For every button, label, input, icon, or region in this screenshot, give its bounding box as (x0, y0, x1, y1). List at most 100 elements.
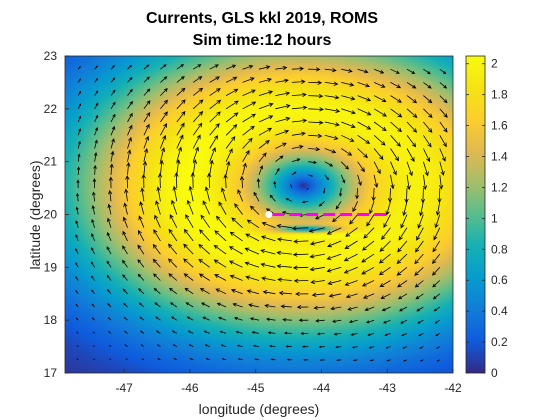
quiver-arrow (275, 155, 284, 163)
quiver-arrow (261, 276, 276, 281)
quiver-arrow (160, 123, 168, 136)
quiver-arrow (262, 290, 276, 295)
quiver-arrow (107, 303, 112, 308)
quiver-arrow (91, 232, 95, 242)
quiver-arrow (108, 330, 112, 334)
quiver-arrow (167, 258, 178, 268)
quiver-arrow (138, 215, 145, 228)
quiver-arrow (300, 331, 309, 335)
quiver-arrow (406, 68, 416, 75)
quiver-arrow (235, 330, 243, 334)
quiver-arrow (239, 175, 245, 189)
quiver-arrow (301, 345, 309, 348)
quiver-arrow (173, 358, 177, 361)
quiver-arrow (244, 261, 260, 268)
colorbar-tick-label: 0.6 (491, 273, 508, 287)
quiver-arrow (127, 136, 132, 149)
quiver-arrow (397, 280, 408, 288)
quiver-arrow (343, 253, 358, 262)
quiver-arrow (242, 101, 257, 110)
quiver-arrow (169, 214, 178, 228)
quiver-arrow (219, 330, 227, 334)
quiver-arrow (406, 135, 417, 148)
quiver-arrow (340, 148, 353, 156)
quiver-arrow (291, 92, 307, 97)
quiver-arrow (309, 253, 325, 259)
quiver-arrow (185, 214, 194, 228)
quiver-arrow (432, 267, 441, 276)
quiver-arrow (335, 201, 342, 210)
quiver-arrow (75, 234, 79, 242)
quiver-arrow (373, 148, 384, 160)
quiver-arrow (76, 358, 79, 361)
quiver-arrow (91, 303, 95, 308)
quiver-arrow (324, 68, 337, 73)
quiver-arrow (75, 276, 79, 281)
quiver-arrow (106, 260, 112, 268)
quiver-arrow (209, 159, 214, 175)
quiver-arrow (275, 142, 287, 149)
quiver-arrow (203, 330, 210, 334)
quiver-arrow (94, 65, 98, 70)
quiver-arrow (225, 64, 237, 70)
quiver-arrow (326, 227, 342, 235)
colorbar-frame (465, 55, 486, 374)
quiver-arrow (155, 316, 161, 321)
quiver-arrow (340, 174, 346, 184)
quiver-arrow (232, 302, 243, 308)
quiver-arrow (123, 302, 128, 308)
quiver-arrow (439, 82, 448, 89)
quiver-arrow (402, 201, 408, 217)
quiver-arrow (398, 227, 408, 241)
quiver-arrow (126, 162, 131, 175)
quiver-arrow (124, 188, 129, 202)
quiver-arrow (379, 240, 391, 252)
quiver-arrow (137, 244, 145, 255)
quiver-arrow (368, 346, 375, 349)
quiver-arrow (390, 174, 395, 190)
quiver-arrow (397, 240, 408, 253)
quiver-arrow (382, 319, 391, 324)
quiver-arrow (157, 358, 161, 361)
quiver-arrow (225, 148, 233, 162)
quiver-arrow (198, 258, 210, 268)
quiver-arrow (437, 188, 442, 203)
quiver-arrow (160, 87, 168, 96)
quiver-arrow (390, 82, 402, 89)
quiver-arrow (324, 161, 334, 167)
quiver-arrow (401, 333, 408, 336)
colorbar-tick-label: 0.4 (491, 304, 508, 318)
quiver-arrow (140, 344, 145, 347)
quiver-arrow (183, 273, 194, 281)
quiver-arrow (357, 174, 362, 187)
quiver-arrow (225, 100, 239, 110)
quiver-arrow (204, 186, 211, 202)
quiver-arrow (122, 259, 128, 268)
quiver-arrow (248, 303, 260, 308)
quiver-arrow (91, 317, 95, 321)
quiver-arrow (406, 121, 418, 133)
quiver-arrow (199, 229, 210, 242)
quiver-arrow (327, 280, 342, 286)
quiver-arrow (156, 186, 161, 202)
quiver-arrow (94, 102, 99, 109)
quiver-arrow (291, 79, 306, 84)
quiver-arrow (122, 216, 128, 228)
quiver-arrow (229, 231, 243, 242)
quiver-arrow (260, 262, 276, 268)
quiver-arrow (330, 306, 342, 311)
quiver-arrow (109, 358, 112, 361)
quiver-arrow (328, 293, 342, 298)
quiver-arrow (91, 218, 95, 228)
quiver-arrow (108, 176, 113, 189)
quiver-arrow (258, 65, 271, 70)
quiver-arrow (125, 175, 130, 189)
quiver-arrow (205, 358, 210, 361)
quiver-arrow (258, 115, 274, 123)
quiver-arrow (108, 344, 112, 347)
quiver-arrow (138, 302, 145, 308)
quiver-arrow (291, 118, 308, 123)
quiver-arrow (308, 160, 317, 164)
quiver-arrow (275, 91, 291, 96)
quiver-arrow (373, 135, 386, 146)
